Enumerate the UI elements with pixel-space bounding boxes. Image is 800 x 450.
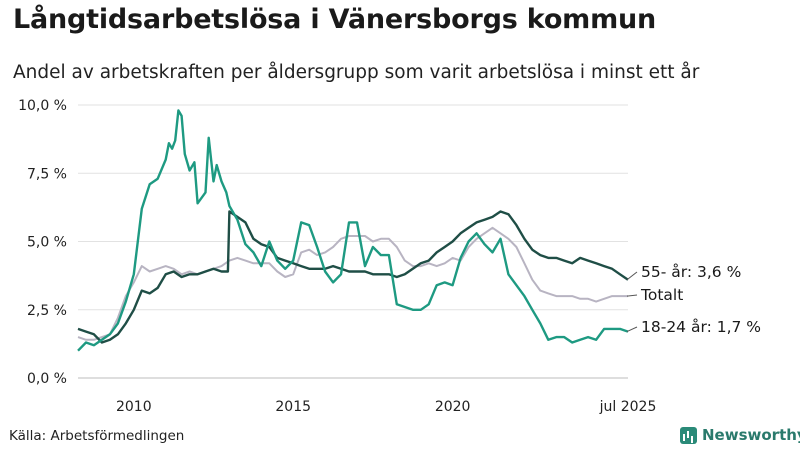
x-tick-label: 2015 [275,399,311,415]
x-tick-label: 2020 [435,399,471,415]
series-line [77,210,629,344]
grid-lines [78,104,628,379]
series-end-label: 18-24 år: 1,7 % [641,318,761,336]
chart-title: Långtidsarbetslösa i Vänersborgs kommun [13,4,657,35]
series-line [77,226,628,341]
y-axis-ticks: 0,0 % 2,5 % 5,0 % 7,5 % 10,0 % [18,98,67,387]
x-tick-label: 2010 [116,399,152,415]
y-tick-label: 2,5 % [27,303,67,319]
x-tick-label: jul 2025 [599,399,657,415]
brand-name: Newsworthy [702,426,800,444]
source-note: Källa: Arbetsförmedlingen [9,428,185,444]
label-connector [626,271,638,281]
series-line [77,109,629,352]
label-connector [626,294,638,297]
label-connector [626,326,638,333]
y-tick-label: 0,0 % [27,371,67,387]
y-tick-label: 10,0 % [18,98,67,114]
series-end-label: Totalt [640,286,683,304]
chart-subtitle: Andel av arbetskraften per åldersgrupp s… [13,62,700,83]
series-lines [77,109,629,352]
y-tick-label: 5,0 % [27,235,67,251]
bar-chart-icon [680,426,697,444]
brand-logo: Newsworthy [680,426,800,444]
y-tick-label: 7,5 % [27,166,67,182]
series-end-label: 55- år: 3,6 % [641,263,741,281]
series-labels: Totalt 55- år: 3,6 % 18-24 år: 1,7 % [626,263,761,336]
x-axis-ticks: 2010 2015 2020 jul 2025 [116,399,656,415]
